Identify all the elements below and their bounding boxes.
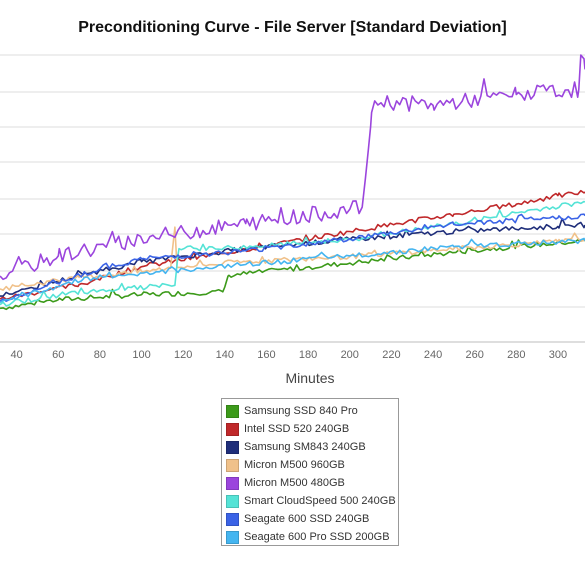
legend-swatch <box>226 476 239 490</box>
legend-label: Micron M500 480GB <box>244 477 345 489</box>
legend-item[interactable]: Samsung SM843 240GB <box>226 438 398 456</box>
x-tick-label: 260 <box>465 349 483 361</box>
legend-item[interactable]: Micron M500 480GB <box>226 474 398 492</box>
legend-item[interactable]: Seagate 600 SSD 240GB <box>226 510 398 528</box>
series-layer <box>0 54 585 311</box>
x-tick-labels: 40 60 80 100 120 140 160 180 200 220 240 260 280 300 <box>11 349 568 361</box>
x-tick-label: 100 <box>132 349 150 361</box>
series-line-6 <box>0 200 585 307</box>
legend-item[interactable]: Intel SSD 520 240GB <box>226 420 398 438</box>
legend-label: Smart CloudSpeed 500 240GB <box>244 495 396 507</box>
legend-label: Samsung SSD 840 Pro <box>244 405 358 417</box>
legend-swatch <box>226 422 239 436</box>
series-line-5 <box>0 54 585 281</box>
x-tick-label: 200 <box>341 349 359 361</box>
legend-label: Intel SSD 520 240GB <box>244 423 350 435</box>
legend-label: Samsung SM843 240GB <box>244 441 366 453</box>
grid-lines <box>0 54 585 343</box>
series-line-1 <box>0 239 585 311</box>
x-tick-label: 60 <box>52 349 64 361</box>
legend-swatch <box>226 494 239 508</box>
legend-item[interactable]: Seagate 600 Pro SSD 200GB <box>226 528 398 546</box>
legend-swatch <box>226 512 239 526</box>
x-tick-label: 280 <box>507 349 525 361</box>
legend-swatch <box>226 530 239 544</box>
legend-swatch <box>226 404 239 418</box>
legend-item[interactable]: Micron M500 960GB <box>226 456 398 474</box>
x-tick-label: 240 <box>424 349 442 361</box>
legend-label: Micron M500 960GB <box>244 459 345 471</box>
legend-label: Seagate 600 Pro SSD 200GB <box>244 531 390 543</box>
x-tick-label: 300 <box>549 349 567 361</box>
legend-label: Seagate 600 SSD 240GB <box>244 513 370 525</box>
x-tick-label: 80 <box>94 349 106 361</box>
x-tick-label: 220 <box>382 349 400 361</box>
legend-swatch <box>226 458 239 472</box>
x-tick-label: 160 <box>257 349 275 361</box>
x-axis-title: Minutes <box>285 370 335 386</box>
series-line-7 <box>0 213 585 302</box>
chart-title: Preconditioning Curve - File Server [Sta… <box>78 19 507 36</box>
legend-swatch <box>226 440 239 454</box>
legend: Samsung SSD 840 Pro Intel SSD 520 240GB Sa… <box>221 398 399 546</box>
x-tick-label: 180 <box>299 349 317 361</box>
legend-item[interactable]: Smart CloudSpeed 500 240GB <box>226 492 398 510</box>
x-tick-label: 40 <box>11 349 23 361</box>
series-line-8 <box>0 237 585 304</box>
legend-item[interactable]: Samsung SSD 840 Pro <box>226 402 398 420</box>
x-tick-label: 120 <box>174 349 192 361</box>
x-tick-label: 140 <box>216 349 234 361</box>
